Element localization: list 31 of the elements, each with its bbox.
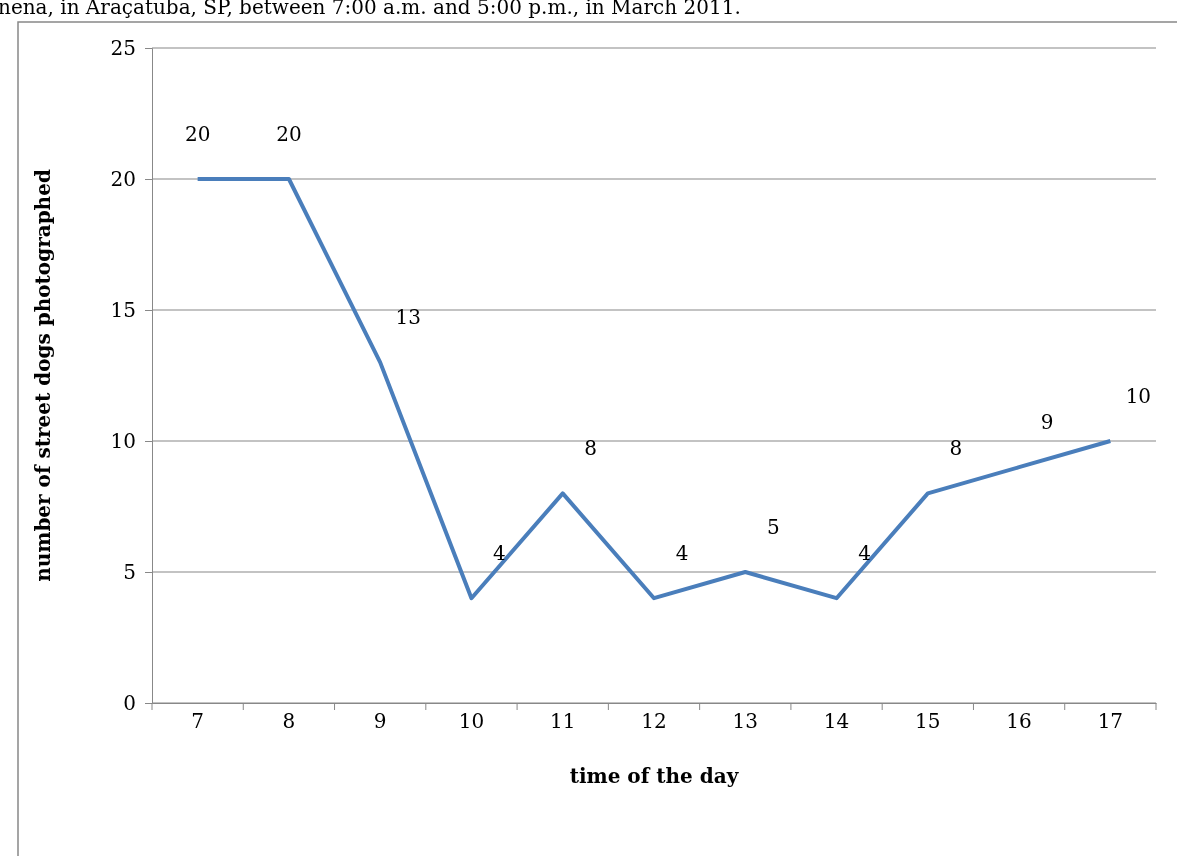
x-tick-label: 17 [1097, 709, 1124, 733]
y-tick-label: 15 [110, 297, 136, 322]
y-tick-label: 10 [110, 428, 136, 453]
y-tick-label: 5 [123, 559, 136, 584]
x-tick-label: 10 [458, 709, 485, 733]
x-tick-label: 13 [732, 709, 758, 733]
y-tick-label: 0 [123, 690, 136, 715]
y-tick-label: 25 [110, 35, 136, 60]
x-tick-label: 16 [1006, 709, 1032, 733]
x-tick-label: 15 [915, 709, 941, 733]
data-label: 20 [276, 122, 302, 146]
data-label: 8 [584, 436, 598, 461]
x-tick-label: 9 [373, 709, 387, 733]
data-label: 13 [395, 305, 421, 330]
y-tick-label: 20 [110, 166, 136, 191]
data-label: 4 [858, 541, 871, 566]
line-series [195, 177, 1113, 601]
y-axis-title: number of street dogs photographed [31, 169, 55, 582]
x-tick-label: 12 [641, 709, 667, 733]
data-label: 8 [949, 436, 963, 461]
data-label: 4 [675, 541, 689, 566]
data-label: 10 [1125, 384, 1152, 408]
data-label: 4 [493, 541, 506, 566]
data-label: 9 [1040, 410, 1054, 435]
data-label: 5 [766, 515, 780, 539]
x-tick-label: 11 [550, 709, 576, 733]
x-tick-label: 7 [191, 709, 204, 733]
x-tick-label: 14 [823, 709, 850, 733]
data-label: 20 [184, 122, 211, 146]
x-axis-title: time of the day [569, 764, 740, 788]
x-tick-label: 8 [282, 709, 296, 733]
